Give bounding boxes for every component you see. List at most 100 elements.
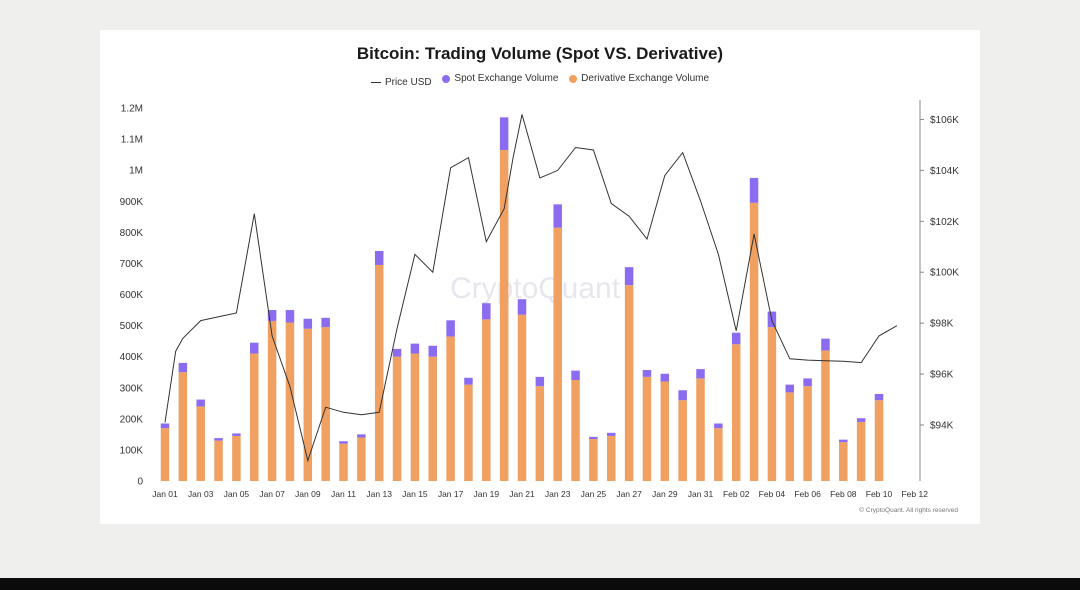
- bar-derivative: [410, 353, 420, 481]
- x-tick-label: Jan 11: [331, 489, 356, 499]
- watermark-text: CryptoQuant: [450, 272, 621, 305]
- y-right-tick-label: $104K: [930, 166, 959, 177]
- bar-spot: [571, 370, 580, 380]
- y-left-tick-label: 1M: [129, 166, 143, 177]
- y-left-tick-label: 800K: [120, 228, 144, 239]
- bar-spot: [214, 438, 223, 441]
- bar-spot: [535, 376, 545, 387]
- y-left-tick-label: 1.1M: [121, 135, 143, 146]
- bar-derivative: [517, 314, 527, 481]
- bar-spot: [624, 267, 634, 286]
- bar-derivative: [749, 202, 759, 481]
- x-tick-label: Jan 23: [545, 489, 571, 499]
- bar-spot: [482, 303, 491, 320]
- bar-spot: [303, 318, 313, 329]
- bar-derivative: [446, 336, 455, 481]
- y-right-tick-label: $100K: [930, 268, 959, 279]
- bar-spot: [803, 378, 812, 387]
- chart-card: Bitcoin: Trading Volume (Spot VS. Deriva…: [100, 30, 980, 524]
- x-tick-label: Jan 13: [366, 489, 392, 499]
- bar-derivative: [482, 319, 491, 481]
- legend-label-derivative: Derivative Exchange Volume: [581, 73, 710, 84]
- bar-derivative: [464, 384, 473, 481]
- bar-derivative: [803, 386, 812, 481]
- bar-derivative: [821, 350, 830, 481]
- bar-derivative: [553, 227, 562, 481]
- bar-derivative: [267, 320, 277, 481]
- x-tick-label: Jan 27: [616, 489, 642, 499]
- legend-label-price: Price USD: [384, 76, 432, 88]
- bar-spot: [285, 310, 295, 323]
- y-left-tick-label: 200K: [120, 414, 144, 425]
- x-tick-label: Jan 15: [402, 489, 428, 499]
- y-left-tick-label: 100K: [120, 445, 144, 456]
- y-left-tick-label: 600K: [120, 290, 144, 301]
- bar-spot: [160, 423, 170, 429]
- bar-spot: [731, 332, 741, 345]
- chart-plot: CryptoQuant 0 100K 200K 300K 400K 500K 600K 700K…: [120, 100, 959, 499]
- bar-derivative: [839, 442, 848, 481]
- bar-derivative: [303, 328, 313, 481]
- x-tick-label: Jan 07: [259, 489, 285, 499]
- bar-spot: [321, 317, 330, 328]
- bar-spot: [357, 434, 366, 438]
- bar-spot: [589, 436, 598, 440]
- bar-derivative: [160, 428, 170, 481]
- bar-derivative: [589, 439, 598, 481]
- x-tick-label: Feb 02: [723, 489, 750, 499]
- bar-spot: [821, 338, 830, 351]
- bar-spot: [267, 310, 277, 321]
- copyright-credit: © CryptoQuant. All rights reserved: [859, 507, 958, 514]
- bar-spot: [410, 343, 420, 354]
- price-line: [164, 114, 898, 463]
- x-tick-label: Feb 10: [866, 489, 893, 499]
- bar-derivative: [357, 437, 366, 481]
- bar-derivative: [767, 327, 777, 481]
- bar-derivative: [339, 443, 348, 481]
- bar-spot: [339, 441, 348, 444]
- bar-derivative: [714, 428, 723, 481]
- x-tick-label: Feb 06: [794, 489, 821, 499]
- x-tick-label: Feb 12: [901, 489, 928, 499]
- bar-derivative: [678, 400, 687, 481]
- x-tick-label: Jan 09: [295, 489, 321, 499]
- y-left-tick-label: 300K: [120, 383, 144, 394]
- x-tick-label: Jan 17: [438, 489, 464, 499]
- bar-derivative: [660, 381, 670, 481]
- bar-derivative: [642, 376, 652, 481]
- bar-derivative: [607, 435, 616, 481]
- bar-derivative: [321, 327, 330, 481]
- bar-derivative: [696, 378, 705, 481]
- bar-derivative: [374, 264, 384, 481]
- bar-derivative: [535, 386, 545, 481]
- bar-spot: [660, 373, 670, 382]
- y-right-tick-label: $102K: [930, 217, 959, 228]
- y-left-tick-label: 0: [137, 477, 143, 488]
- y-left-tick-label: 1.2M: [121, 104, 143, 115]
- bar-spot: [196, 399, 205, 407]
- bar-spot: [785, 384, 794, 393]
- bar-spot: [856, 418, 866, 422]
- chart-title: Bitcoin: Trading Volume (Spot VS. Deriva…: [356, 44, 724, 63]
- bar-spot: [696, 369, 705, 379]
- legend-item-price[interactable]: Price USD: [370, 76, 432, 88]
- x-tick-label: Jan 19: [474, 489, 500, 499]
- x-tick-label: Feb 08: [830, 489, 857, 499]
- bar-derivative: [196, 406, 205, 481]
- bar-spot: [517, 299, 527, 315]
- bar-derivative: [624, 285, 634, 481]
- x-tick-label: Feb 04: [759, 489, 786, 499]
- bar-spot: [553, 204, 562, 228]
- x-tick-label: Jan 05: [224, 489, 250, 499]
- y-left-tick-label: 900K: [120, 197, 144, 208]
- bar-spot: [374, 250, 384, 265]
- bar-derivative: [731, 344, 741, 481]
- x-tick-label: Jan 31: [688, 489, 714, 499]
- y-right-tick-label: $98K: [930, 319, 954, 330]
- legend-item-derivative[interactable]: Derivative Exchange Volume: [569, 73, 709, 84]
- bar-derivative: [571, 379, 580, 481]
- x-tick-label: Jan 29: [652, 489, 678, 499]
- bar-spot: [839, 439, 848, 443]
- legend-item-spot[interactable]: Spot Exchange Volume: [442, 73, 558, 84]
- bar-spot: [714, 423, 723, 429]
